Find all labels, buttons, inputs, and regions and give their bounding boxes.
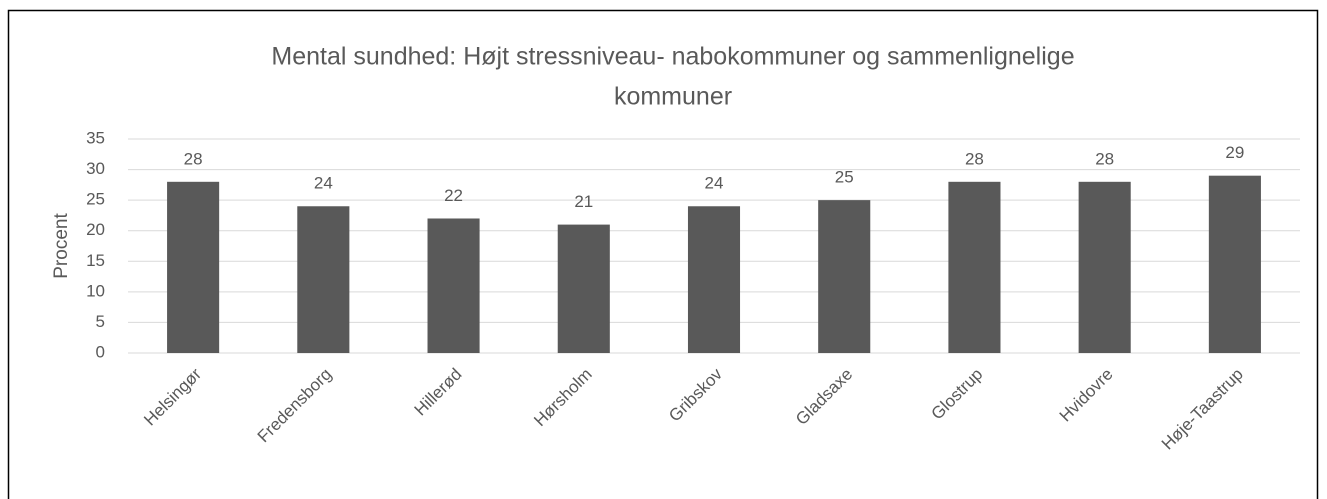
y-tick-label: 0 bbox=[96, 342, 105, 361]
data-label: 24 bbox=[314, 174, 333, 193]
data-label: 22 bbox=[444, 186, 463, 205]
bar bbox=[948, 181, 1001, 353]
y-tick-label: 20 bbox=[86, 220, 105, 239]
data-label: 29 bbox=[1225, 143, 1244, 162]
bar bbox=[427, 218, 480, 353]
bar bbox=[818, 200, 871, 353]
y-axis-label: Procent bbox=[51, 213, 72, 279]
bar bbox=[687, 206, 741, 353]
data-label: 28 bbox=[965, 149, 984, 168]
data-label: 25 bbox=[835, 168, 854, 187]
bar bbox=[1208, 175, 1261, 353]
y-tick-label: 5 bbox=[96, 312, 105, 331]
bar bbox=[167, 181, 220, 353]
bar bbox=[557, 224, 610, 353]
chart-title: Mental sundhed: Højt stressniveau- nabok… bbox=[271, 43, 1074, 71]
chart-title: kommuner bbox=[614, 83, 732, 111]
data-label: 28 bbox=[1095, 149, 1114, 168]
y-tick-label: 30 bbox=[86, 159, 105, 178]
data-label: 21 bbox=[574, 192, 593, 211]
y-tick-label: 35 bbox=[86, 128, 105, 147]
bar bbox=[297, 206, 350, 353]
y-tick-label: 15 bbox=[86, 251, 105, 270]
y-tick-label: 25 bbox=[86, 190, 105, 209]
y-tick-label: 10 bbox=[86, 281, 105, 300]
data-label: 24 bbox=[705, 174, 724, 193]
bar bbox=[1078, 181, 1131, 353]
data-label: 28 bbox=[184, 149, 203, 168]
